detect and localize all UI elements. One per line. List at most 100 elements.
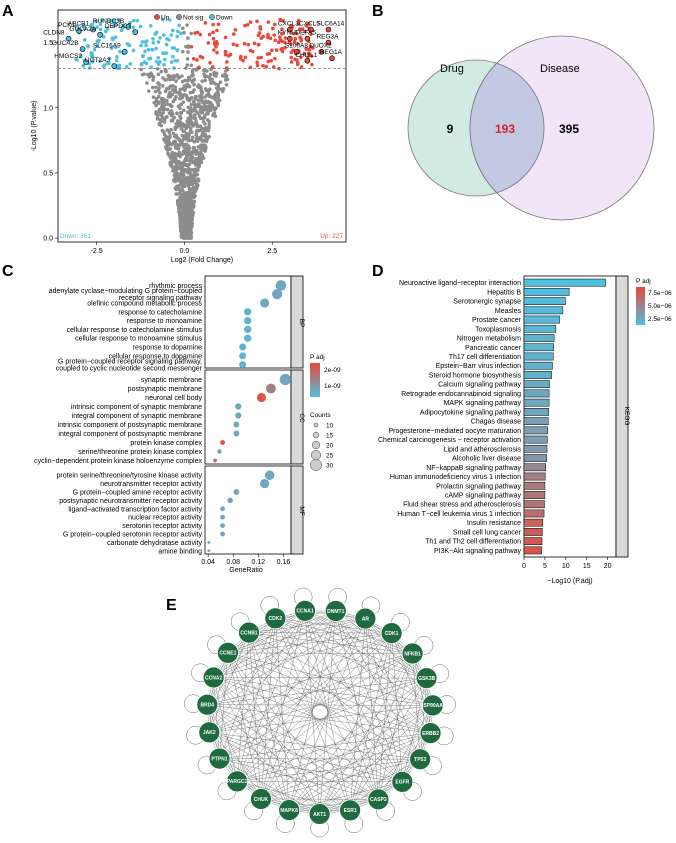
volcano-point: [158, 107, 162, 111]
network-edge: [378, 633, 391, 799]
volcano-point: [169, 84, 173, 88]
volcano-point: [174, 157, 178, 161]
ppi-network: DNMT1ARCDK1NFKB1GSK3BHSP90AA1ERBB2TP53EG…: [184, 588, 455, 837]
network-node-label: CCNB1: [240, 630, 257, 636]
kegg-category-label: Hepatitis B: [487, 289, 521, 296]
go-dot: [235, 412, 241, 418]
go-dot: [239, 352, 246, 359]
go-term-label: cellular response to monoamine stimulus: [75, 336, 202, 343]
go-dot: [280, 374, 291, 385]
go-term-label: G protein−coupled receptor signaling pat…: [58, 359, 202, 366]
go-term-label: G protein−coupled serotonin receptor act…: [63, 532, 203, 539]
kegg-facet-label: KEGG: [623, 407, 630, 426]
kegg-bar: [524, 399, 549, 406]
volcano-point: [170, 60, 174, 64]
go-dot: [233, 489, 239, 495]
volcano-point: [188, 158, 192, 162]
volcano-y-tick-label: 0.5: [43, 170, 53, 177]
kegg-bar: [524, 362, 552, 369]
volcano-point: [196, 125, 200, 129]
go-legend-color-low: 1e-09: [324, 383, 341, 390]
volcano-point: [163, 58, 167, 62]
volcano-point: [217, 104, 221, 108]
kegg-legend: P adj 7.5e−06 5.0e−06 2.5e−06: [636, 278, 672, 325]
volcano-gene-label: DEPDC7: [105, 23, 132, 30]
volcano-point: [194, 162, 198, 166]
volcano-point: [163, 52, 167, 56]
volcano-point: [192, 57, 196, 61]
network-node-label: CHUK: [254, 797, 269, 803]
go-dot: [266, 384, 276, 394]
volcano-point: [187, 76, 191, 80]
volcano-point: [183, 84, 187, 88]
volcano-point: [131, 26, 135, 30]
volcano-point: [154, 90, 158, 94]
volcano-point: [173, 169, 177, 173]
volcano-point: [168, 136, 172, 140]
volcano-labeled-point: [305, 36, 310, 41]
go-dot: [260, 479, 269, 488]
go-x-tick-label: 0.08: [226, 559, 240, 566]
volcano-point: [157, 88, 161, 92]
volcano-point: [190, 217, 194, 221]
volcano-labeled-point: [287, 36, 292, 41]
kegg-category-label: Lipid and atherosclerosis: [444, 446, 522, 453]
volcano-point: [212, 37, 216, 41]
kegg-category-label: cAMP signaling pathway: [445, 492, 522, 499]
volcano-point: [161, 84, 165, 88]
volcano-point: [149, 57, 153, 61]
panel-label-b: B: [372, 3, 384, 20]
go-term-label: response to monoamine: [127, 318, 202, 325]
go-dot: [207, 549, 210, 552]
volcano-point: [151, 41, 155, 45]
volcano-point: [188, 179, 192, 183]
volcano-labeled-point: [112, 64, 117, 69]
volcano-point: [289, 56, 293, 60]
volcano-point: [261, 64, 265, 68]
go-dot: [220, 515, 225, 520]
volcano-point: [115, 59, 119, 63]
volcano-gene-label: HMGCS2: [54, 53, 82, 60]
go-term-label: protein serine/threonine/tyrosine kinase…: [56, 473, 202, 480]
volcano-point: [205, 89, 209, 93]
volcano-point: [201, 131, 205, 135]
go-size-legend-label: 25: [326, 453, 334, 460]
volcano-point: [157, 73, 161, 77]
volcano-point: [173, 85, 177, 89]
go-term-label: response to catecholamine: [118, 309, 202, 316]
volcano-point: [176, 199, 180, 203]
kegg-legend-high: 7.5e−06: [648, 290, 672, 297]
volcano-point: [189, 236, 193, 240]
kegg-bar: [524, 371, 552, 378]
network-node-label: BRD4: [200, 702, 214, 708]
network-edge: [219, 759, 420, 760]
kegg-bar: [524, 408, 549, 415]
kegg-bar: [524, 464, 546, 471]
legend-notsig-marker: [176, 14, 181, 19]
go-x-axis-label: GeneRatio: [229, 567, 263, 574]
venn-drug-only-value: 9: [447, 122, 454, 136]
go-size-legend-label: 15: [326, 433, 334, 440]
volcano-point: [172, 66, 176, 70]
volcano-point: [207, 123, 211, 127]
network-node-label: AKT1: [313, 812, 326, 818]
volcano-point: [190, 121, 194, 125]
volcano-point: [206, 118, 210, 122]
venn-drug-label: Drug: [440, 63, 464, 75]
volcano-point: [257, 43, 261, 47]
volcano-point: [161, 76, 165, 80]
network-edges: [184, 588, 455, 837]
volcano-point: [201, 101, 205, 105]
volcano-point: [171, 119, 175, 123]
volcano-point: [173, 90, 177, 94]
volcano-point: [209, 81, 213, 85]
legend-notsig-label: Not sig: [183, 15, 204, 22]
volcano-point: [194, 117, 198, 121]
kegg-bar: [524, 482, 545, 489]
network-edge: [392, 633, 403, 782]
volcano-point: [203, 114, 207, 118]
volcano-gene-label: SLC6A14: [316, 21, 344, 28]
volcano-point: [214, 115, 218, 119]
volcano-point: [183, 143, 187, 147]
